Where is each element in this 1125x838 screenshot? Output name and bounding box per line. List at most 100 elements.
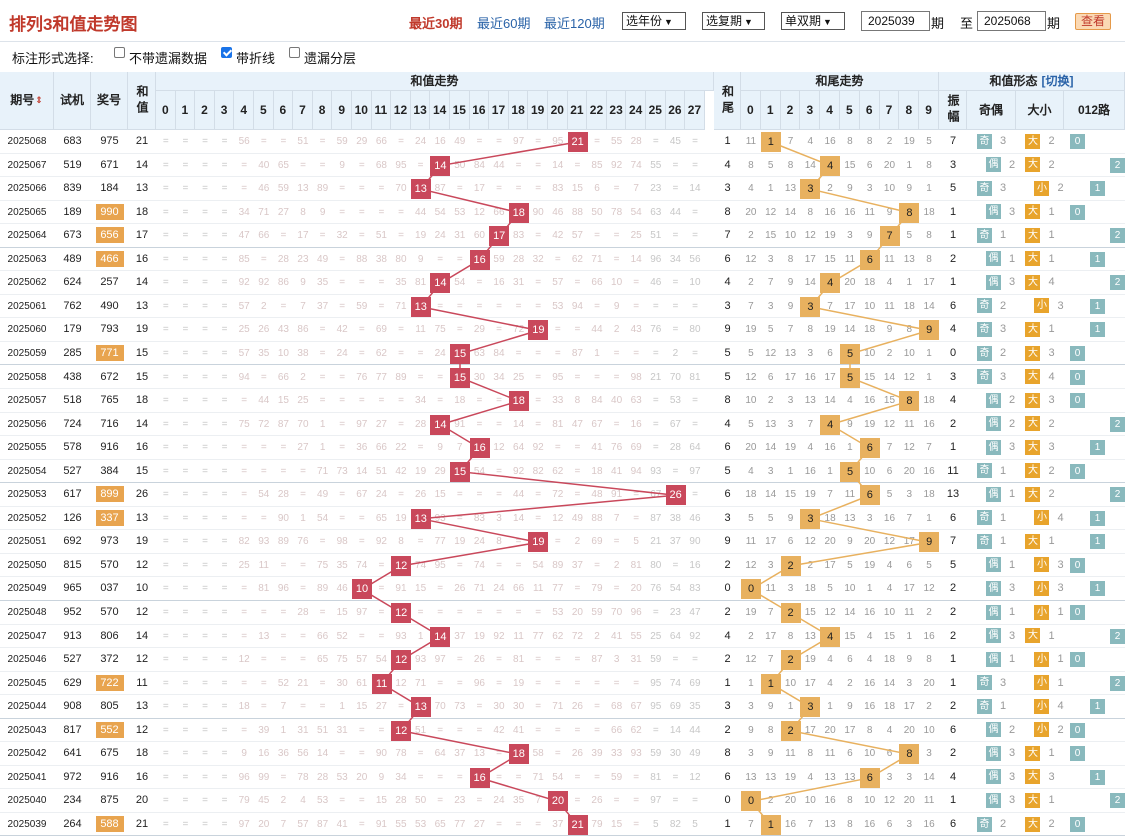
tail-missing: 5 <box>748 512 754 524</box>
tail-missing: 18 <box>824 512 836 524</box>
no-missing-checkbox[interactable] <box>114 47 125 58</box>
tail-missing: 20 <box>745 442 757 454</box>
sum-missing: = <box>241 630 248 642</box>
sum-missing: 90 <box>689 536 701 548</box>
layered-missing-checkbox[interactable] <box>289 47 300 58</box>
recent-60-link[interactable]: 最近60期 <box>477 16 531 31</box>
tail-missing: 14 <box>765 489 777 501</box>
sum-missing: = <box>515 300 522 312</box>
sum-missing: = <box>162 418 169 430</box>
sort-arrows-icon[interactable]: ⇕ <box>35 95 43 105</box>
sum-missing: 35 <box>395 277 407 289</box>
sum-missing: = <box>182 559 189 571</box>
tail-missing: 16 <box>844 206 856 218</box>
sum-missing: 65 <box>375 512 387 524</box>
sum-missing: = <box>182 654 189 666</box>
tail-missing: 3 <box>767 559 774 571</box>
sum-missing: = <box>162 371 169 383</box>
start-issue-input[interactable]: 2025039 <box>861 11 930 31</box>
period-select[interactable]: 选复期 ▼ <box>702 12 765 30</box>
sum-missing: 2 <box>613 324 620 336</box>
recent-120-link[interactable]: 最近120期 <box>544 16 605 31</box>
tail-missing: 11 <box>745 536 757 548</box>
sum-missing: 76 <box>611 442 623 454</box>
sum-missing: 35 <box>336 559 348 571</box>
sum-missing: 27 <box>473 818 485 830</box>
amp-cell: 1 <box>949 653 957 666</box>
route-cell: 0 <box>1064 813 1125 836</box>
sum-missing: = <box>182 136 189 147</box>
sum-missing: 72 <box>552 489 564 501</box>
sum-missing: 54 <box>317 512 329 524</box>
top-bar: 排列3和值走势图 最近30期 最近60期 最近120期 选年份 ▼ 选复期 ▼ 单双… <box>0 0 1125 42</box>
sum-missing: 31 <box>454 230 466 242</box>
sum-missing: 15 <box>415 583 427 595</box>
win-number: 899 <box>95 486 124 503</box>
tail-missing: 20 <box>903 724 915 736</box>
oddeven-missing: 1 <box>1008 606 1016 618</box>
sum-missing: = <box>456 771 463 783</box>
sum-hit: 14 <box>430 155 451 176</box>
chevron-down-icon: ▼ <box>664 17 673 27</box>
win-number: 722 <box>95 674 124 691</box>
sum-missing: = <box>241 489 248 501</box>
amp-cell: 4 <box>949 770 957 783</box>
sum-col-11: 11 <box>371 91 392 130</box>
sum-missing: 11 <box>513 630 524 642</box>
route-badge: 1 <box>1090 181 1105 197</box>
sum-missing: = <box>417 159 424 171</box>
sum-missing: = <box>398 347 404 359</box>
sum-missing: = <box>672 654 679 666</box>
sum-missing: = <box>496 818 502 830</box>
switch-link[interactable]: [切换] <box>1041 73 1074 88</box>
sum-missing: = <box>496 395 502 407</box>
bigsmall-missing: 3 <box>1057 582 1064 595</box>
sum-missing: = <box>202 136 208 147</box>
sum-missing: = <box>221 748 228 760</box>
tail-missing: 1 <box>787 465 794 477</box>
year-select[interactable]: 选年份 ▼ <box>622 12 686 30</box>
polyline-checkbox[interactable] <box>221 47 232 58</box>
tail-hit: 0 <box>741 791 761 812</box>
sum-missing: 42 <box>395 465 407 477</box>
win-number: 656 <box>95 227 124 244</box>
tail-missing: 10 <box>883 607 896 618</box>
sum-missing: 1 <box>319 442 326 454</box>
issue-cell: 2025055 <box>7 442 47 454</box>
sum-missing: 67 <box>591 418 603 430</box>
amp-cell: 7 <box>949 535 957 548</box>
sum-missing: = <box>358 818 365 830</box>
tail-col-6: 6 <box>859 91 880 130</box>
tail-missing: 20 <box>903 795 915 807</box>
parity-select[interactable]: 单双期 ▼ <box>781 12 845 30</box>
end-issue-input[interactable]: 2025068 <box>977 11 1046 31</box>
sum-missing: = <box>417 347 424 359</box>
sum-missing: 42 <box>336 324 348 336</box>
table-row: 2025063 489 466 16 = = = = 85 = 28 23 49 = 88 38 80 9 = = 16… <box>0 248 1125 272</box>
sum-missing: = <box>652 418 659 430</box>
table-row: 2025051 692 973 19 = = = = 82 93 89 76 = 98 = 92 8 = 77 19 2… <box>0 530 1125 554</box>
sum-missing: = <box>162 465 169 477</box>
sum-missing: = <box>692 489 698 501</box>
oddeven-badge: 偶 <box>985 204 1001 220</box>
sum-missing: 87 <box>277 418 289 430</box>
win-cell: 916 <box>100 770 119 783</box>
sum-missing: 45 <box>258 795 270 807</box>
sum-missing: 1 <box>594 347 600 359</box>
view-button[interactable]: 查看 <box>1075 13 1111 30</box>
tail-missing: 8 <box>787 630 794 642</box>
sum-missing: 30 <box>336 677 348 689</box>
route-badge: 0 <box>1070 134 1085 149</box>
sum-missing: = <box>535 183 542 195</box>
bigsmall-missing: 4 <box>1057 511 1064 524</box>
recent-30-link[interactable]: 最近30期 <box>409 16 463 31</box>
sum-missing: = <box>182 253 189 265</box>
sum-missing: 26 <box>258 324 270 336</box>
sum-missing: 71 <box>552 701 564 713</box>
bigsmall-badge: 大 <box>1025 321 1041 337</box>
sum-missing: = <box>594 371 600 383</box>
sum-missing: = <box>182 206 189 218</box>
